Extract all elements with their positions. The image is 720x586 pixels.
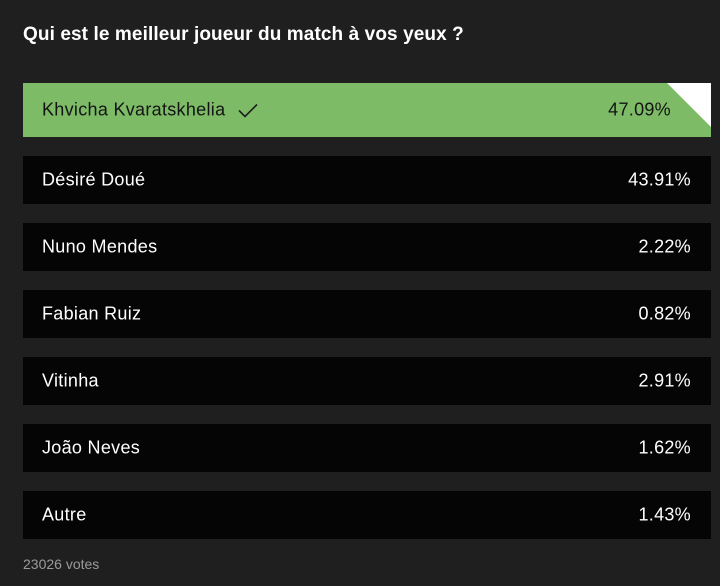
corner-fold-icon xyxy=(667,83,711,127)
option-label: Fabian Ruiz xyxy=(42,303,142,324)
option-percent: 2.22% xyxy=(638,236,691,257)
poll-option-neves[interactable]: João Neves 1.62% xyxy=(23,424,711,472)
option-label: Khvicha Kvaratskhelia xyxy=(42,99,226,120)
poll-option-mendes[interactable]: Nuno Mendes 2.22% xyxy=(23,223,711,271)
option-percent: 0.82% xyxy=(638,303,691,324)
check-icon xyxy=(238,103,258,118)
option-label: Nuno Mendes xyxy=(42,236,158,257)
poll-option-ruiz[interactable]: Fabian Ruiz 0.82% xyxy=(23,290,711,338)
option-percent: 2.91% xyxy=(638,370,691,391)
option-percent: 1.62% xyxy=(638,437,691,458)
option-label: Vitinha xyxy=(42,370,99,391)
option-label: Désiré Doué xyxy=(42,169,146,190)
poll-option-vitinha[interactable]: Vitinha 2.91% xyxy=(23,357,711,405)
poll-options: Khvicha Kvaratskhelia 47.09% Désiré Doué… xyxy=(23,83,711,558)
poll-option-kvaratskhelia[interactable]: Khvicha Kvaratskhelia 47.09% xyxy=(23,83,711,137)
poll-option-doue[interactable]: Désiré Doué 43.91% xyxy=(23,156,711,204)
poll-question: Qui est le meilleur joueur du match à vo… xyxy=(23,24,464,45)
vote-count: 23026 votes xyxy=(23,556,100,572)
option-percent: 1.43% xyxy=(638,504,691,525)
poll-option-autre[interactable]: Autre 1.43% xyxy=(23,491,711,539)
option-label: João Neves xyxy=(42,437,141,458)
option-label-wrapper: Khvicha Kvaratskhelia xyxy=(42,100,259,121)
option-percent: 43.91% xyxy=(628,169,691,190)
option-percent: 47.09% xyxy=(608,99,671,120)
option-label: Autre xyxy=(42,504,87,525)
